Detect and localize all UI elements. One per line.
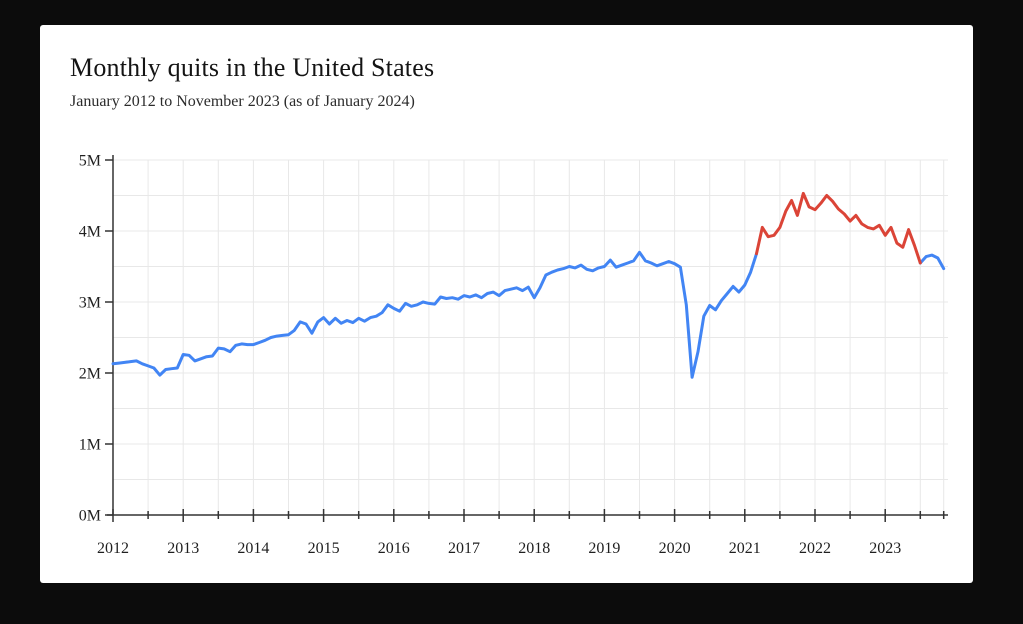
x-tick-label: 2023 — [869, 540, 901, 557]
x-axis-labels: 2012 2013 2014 2015 2016 2017 2018 2019 2020 2021… — [97, 540, 901, 557]
quits-line-segment-red-highlight — [755, 191, 922, 265]
x-tick-label: 2018 — [518, 540, 550, 557]
quits-line-segment-blue-tail — [918, 253, 946, 271]
x-tick-label: 2017 — [448, 540, 480, 557]
y-axis-labels: 0M 1M 2M 3M 4M 5M — [79, 153, 101, 525]
chart-card: Monthly quits in the United States Janua… — [40, 25, 973, 583]
y-tick-label: 3M — [79, 295, 101, 312]
series-layer — [111, 191, 946, 379]
y-tick-label: 5M — [79, 153, 101, 170]
x-tick-label: 2016 — [378, 540, 410, 557]
y-tick-label: 1M — [79, 437, 101, 454]
x-tick-label: 2022 — [799, 540, 831, 557]
x-tick-label: 2012 — [97, 540, 129, 557]
chart-title: Monthly quits in the United States — [70, 53, 435, 82]
x-tick-label: 2015 — [308, 540, 340, 557]
grid-layer — [113, 159, 948, 515]
quits-line-segment-blue — [111, 250, 758, 379]
y-tick-label: 0M — [79, 508, 101, 525]
chart-subtitle: January 2012 to November 2023 (as of Jan… — [70, 93, 415, 110]
x-tick-label: 2013 — [167, 540, 199, 557]
x-tick-label: 2021 — [729, 540, 761, 557]
x-tick-label: 2019 — [588, 540, 620, 557]
x-tick-label: 2020 — [659, 540, 691, 557]
y-tick-label: 2M — [79, 366, 101, 383]
axis-layer — [105, 155, 948, 522]
x-tick-label: 2014 — [237, 540, 269, 557]
y-tick-label: 4M — [79, 224, 101, 241]
